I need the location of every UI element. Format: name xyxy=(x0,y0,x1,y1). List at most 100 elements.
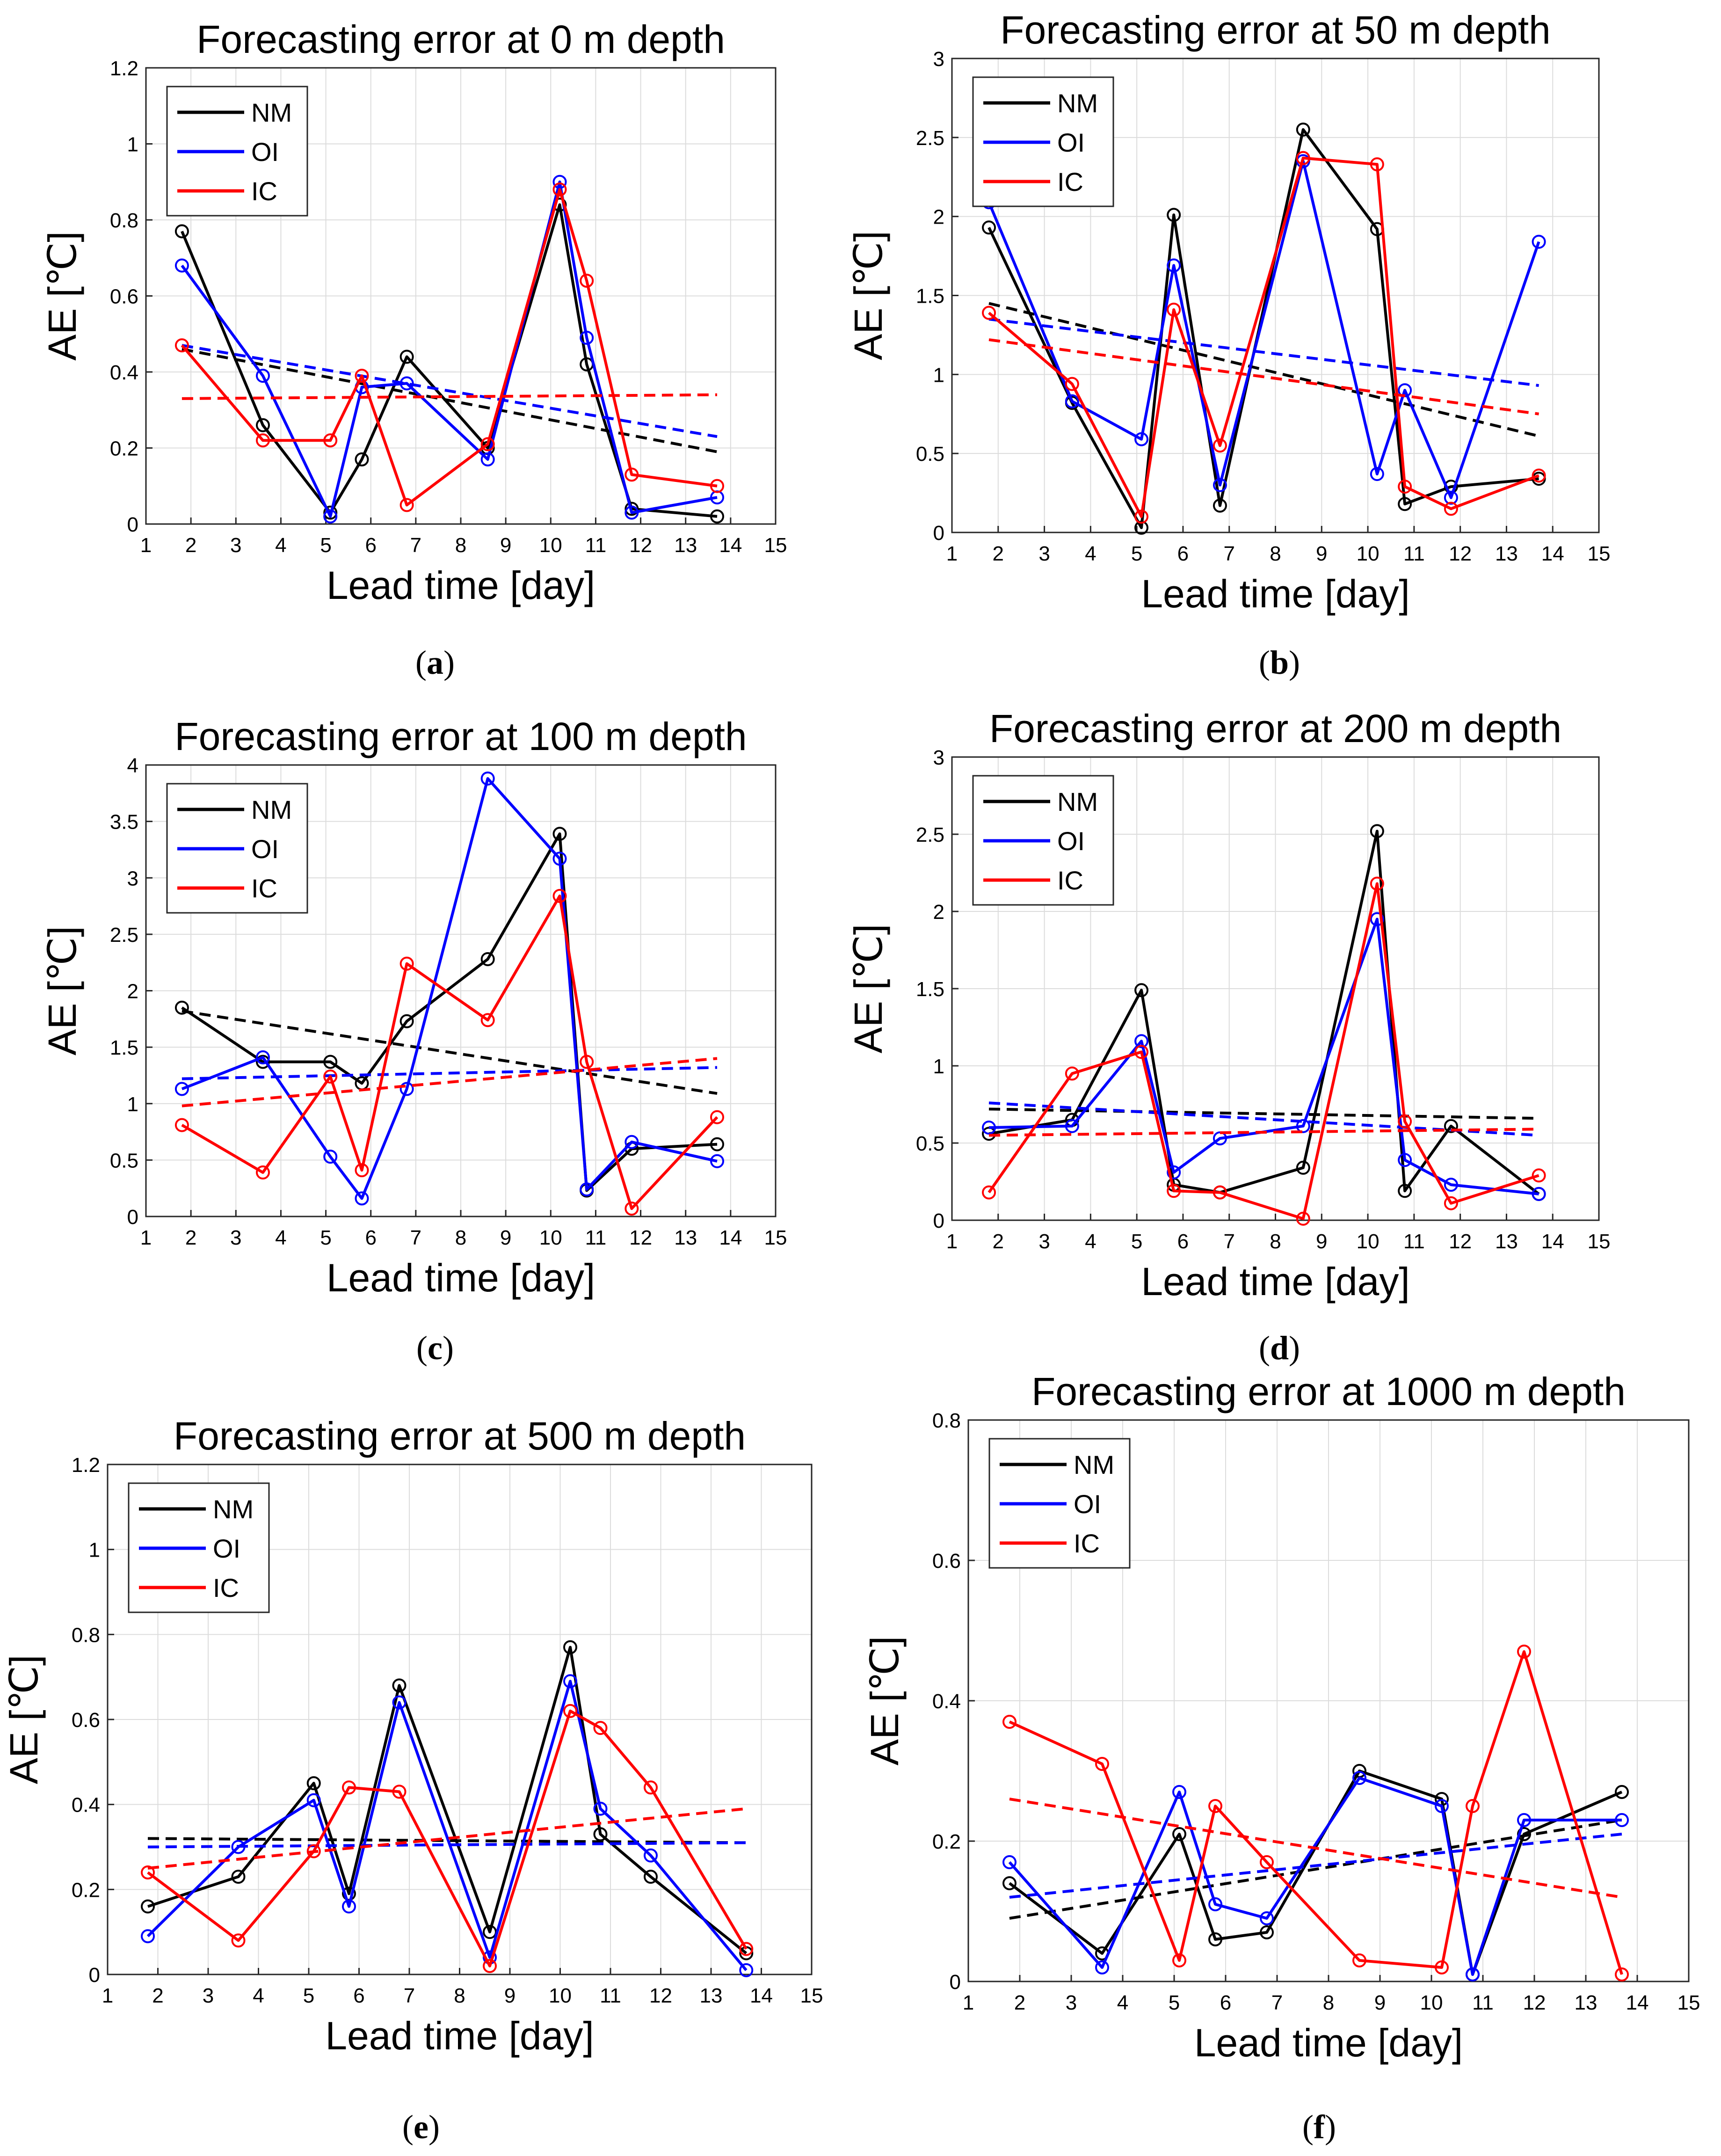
x-tick-label: 6 xyxy=(1177,1230,1189,1253)
data-point-ic xyxy=(323,1069,338,1084)
data-point-oi xyxy=(1296,1119,1310,1133)
data-point-nm xyxy=(710,1137,725,1151)
x-tick-label: 4 xyxy=(275,1226,286,1249)
x-tick-label: 10 xyxy=(1357,1230,1380,1253)
x-tick-label: 1 xyxy=(102,1984,113,2007)
data-point-ic xyxy=(1370,157,1384,172)
data-point-ic xyxy=(323,433,338,448)
data-point-oi xyxy=(1444,1178,1458,1192)
data-point-ic xyxy=(1352,1953,1366,1967)
data-point-nm xyxy=(1172,1827,1186,1841)
data-point-ic xyxy=(255,1165,270,1180)
y-tick-label: 0.4 xyxy=(110,361,138,384)
chart-title: Forecasting error at 0 m depth xyxy=(196,17,725,61)
x-tick-label: 7 xyxy=(410,534,421,557)
data-point-oi xyxy=(323,1150,338,1164)
x-tick-label: 13 xyxy=(1575,1991,1598,2014)
y-axis-label: AE [℃] xyxy=(40,926,84,1055)
data-point-oi xyxy=(231,1840,246,1854)
y-tick-label: 1.5 xyxy=(110,1036,138,1059)
y-tick-label: 0.2 xyxy=(932,1830,961,1853)
x-tick-label: 6 xyxy=(1220,1991,1231,2014)
data-point-ic xyxy=(480,437,495,452)
panel-caption: (b) xyxy=(1259,644,1300,681)
trend-line-oi xyxy=(988,318,1539,387)
series-line-oi xyxy=(181,180,718,518)
x-tick-label: 15 xyxy=(800,1984,823,2007)
legend: NM OI IC xyxy=(988,1438,1131,1569)
data-point-oi xyxy=(174,1082,189,1096)
x-tick-label: 7 xyxy=(1223,542,1234,565)
data-point-oi xyxy=(1134,432,1149,446)
legend: NM OI IC xyxy=(972,76,1114,207)
panel-caption: (c) xyxy=(416,1329,454,1367)
legend-label-ic: IC xyxy=(251,176,277,206)
data-point-oi xyxy=(1435,1799,1449,1813)
data-point-ic xyxy=(1370,876,1384,891)
data-point-oi xyxy=(1466,1967,1480,1981)
x-tick-label: 9 xyxy=(500,1226,511,1249)
legend-label-nm: NM xyxy=(251,98,292,127)
x-tick-label: 2 xyxy=(185,534,196,557)
data-point-nm xyxy=(1134,520,1149,535)
y-tick-label: 2 xyxy=(933,206,944,229)
y-tick-label: 2.5 xyxy=(110,924,138,947)
x-tick-label: 14 xyxy=(1541,1230,1564,1253)
data-point-oi xyxy=(1398,1153,1412,1167)
data-point-oi xyxy=(255,1050,270,1064)
x-tick-label: 1 xyxy=(140,534,152,557)
x-axis-label: Lead time [day] xyxy=(327,1256,595,1300)
y-tick-label: 0 xyxy=(89,1964,100,1987)
data-point-oi xyxy=(342,1899,356,1914)
x-tick-label: 12 xyxy=(649,1984,672,2007)
x-tick-label: 11 xyxy=(1472,1991,1494,2014)
x-tick-label: 9 xyxy=(1316,542,1327,565)
y-tick-label: 0.6 xyxy=(110,285,138,308)
data-point-oi xyxy=(1095,1960,1109,1974)
x-tick-label: 14 xyxy=(1626,1991,1649,2014)
y-tick-label: 1 xyxy=(933,364,944,386)
series-line-nm xyxy=(1009,1770,1623,1976)
x-tick-label: 15 xyxy=(1677,1991,1700,2014)
chart-panel-f: 1 2 3 4 5 6 7 8 9 10 11 12 13 14 1500.20.40.60.8Foreca… xyxy=(863,1369,1700,2146)
x-tick-label: 2 xyxy=(993,1230,1004,1253)
series-line-oi xyxy=(181,777,718,1200)
data-point-nm xyxy=(1444,1119,1458,1133)
series-line-ic xyxy=(147,1709,748,1967)
y-tick-label: 0.8 xyxy=(932,1409,961,1432)
y-tick-label: 0 xyxy=(933,1209,944,1232)
x-tick-label: 15 xyxy=(764,534,787,557)
data-point-ic xyxy=(306,1844,321,1858)
chart-title: Forecasting error at 500 m depth xyxy=(174,1414,746,1458)
y-tick-label: 0.5 xyxy=(110,1149,138,1172)
trend-line-oi xyxy=(1009,1833,1622,1899)
data-point-ic xyxy=(255,433,270,448)
data-point-nm xyxy=(323,505,338,520)
x-tick-label: 3 xyxy=(1066,1991,1077,2014)
data-point-nm xyxy=(231,1870,246,1884)
x-tick-label: 1 xyxy=(946,542,958,565)
x-tick-label: 11 xyxy=(1403,1230,1425,1253)
data-point-oi xyxy=(1260,1911,1274,1925)
x-tick-label: 5 xyxy=(303,1984,314,2007)
data-point-oi xyxy=(1167,1165,1181,1180)
y-axis-label: AE [℃] xyxy=(846,231,890,360)
x-tick-label: 3 xyxy=(1038,542,1050,565)
x-tick-label: 3 xyxy=(230,1226,241,1249)
x-tick-label: 2 xyxy=(185,1226,196,1249)
data-point-ic xyxy=(1517,1645,1531,1659)
data-point-nm xyxy=(1615,1785,1629,1799)
x-tick-label: 13 xyxy=(1495,542,1518,565)
data-point-ic xyxy=(1435,1960,1449,1974)
data-point-ic xyxy=(1065,1066,1079,1081)
data-point-nm xyxy=(255,418,270,432)
data-point-oi xyxy=(624,1135,639,1149)
x-tick-label: 4 xyxy=(1085,542,1096,565)
y-tick-label: 2 xyxy=(127,980,138,1003)
x-tick-label: 11 xyxy=(1403,542,1425,565)
trend-line-ic xyxy=(988,1128,1539,1137)
data-point-ic xyxy=(231,1933,246,1948)
data-point-ic xyxy=(1296,151,1310,165)
y-tick-label: 3 xyxy=(933,746,944,769)
